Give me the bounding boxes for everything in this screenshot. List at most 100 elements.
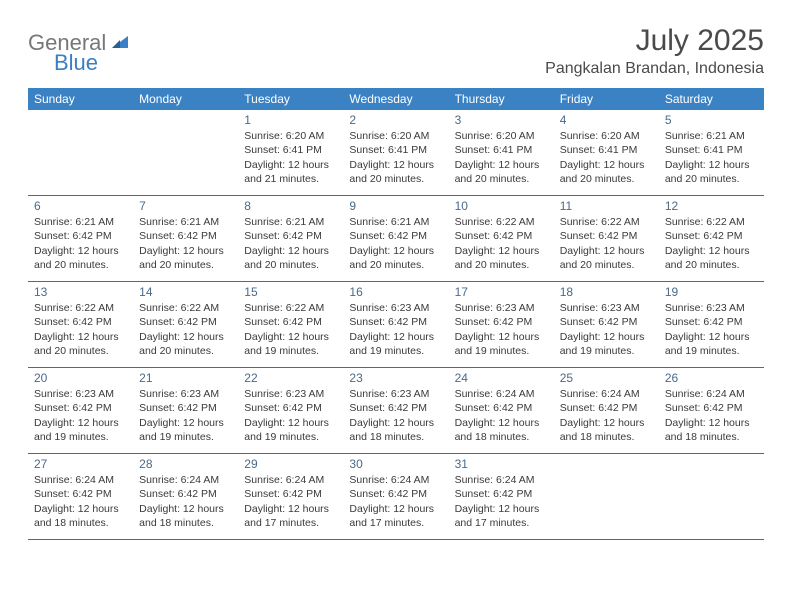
- daylight-text: Daylight: 12 hours and 18 minutes.: [139, 502, 232, 530]
- calendar-week: 1Sunrise: 6:20 AMSunset: 6:41 PMDaylight…: [28, 110, 764, 196]
- calendar-body: 1Sunrise: 6:20 AMSunset: 6:41 PMDaylight…: [28, 110, 764, 540]
- sunset-text: Sunset: 6:42 PM: [349, 315, 442, 329]
- daylight-text: Daylight: 12 hours and 21 minutes.: [244, 158, 337, 186]
- calendar-day-empty: [28, 110, 133, 196]
- sunset-text: Sunset: 6:42 PM: [244, 315, 337, 329]
- sunset-text: Sunset: 6:41 PM: [244, 143, 337, 157]
- sunset-text: Sunset: 6:42 PM: [349, 229, 442, 243]
- day-number: 27: [34, 456, 127, 472]
- month-title: July 2025: [545, 24, 764, 58]
- day-number: 7: [139, 198, 232, 214]
- sunrise-text: Sunrise: 6:20 AM: [244, 129, 337, 143]
- daylight-text: Daylight: 12 hours and 18 minutes.: [34, 502, 127, 530]
- sunset-text: Sunset: 6:42 PM: [560, 229, 653, 243]
- sunset-text: Sunset: 6:42 PM: [665, 229, 758, 243]
- daylight-text: Daylight: 12 hours and 20 minutes.: [349, 244, 442, 272]
- sunrise-text: Sunrise: 6:22 AM: [244, 301, 337, 315]
- calendar-day: 14Sunrise: 6:22 AMSunset: 6:42 PMDayligh…: [133, 282, 238, 368]
- day-number: 4: [560, 112, 653, 128]
- calendar-day: 30Sunrise: 6:24 AMSunset: 6:42 PMDayligh…: [343, 454, 448, 540]
- sunrise-text: Sunrise: 6:23 AM: [455, 301, 548, 315]
- calendar: Sunday Monday Tuesday Wednesday Thursday…: [28, 88, 764, 540]
- calendar-week: 27Sunrise: 6:24 AMSunset: 6:42 PMDayligh…: [28, 454, 764, 540]
- sunset-text: Sunset: 6:41 PM: [665, 143, 758, 157]
- sunrise-text: Sunrise: 6:20 AM: [560, 129, 653, 143]
- calendar-day: 20Sunrise: 6:23 AMSunset: 6:42 PMDayligh…: [28, 368, 133, 454]
- day-number: 18: [560, 284, 653, 300]
- day-number: 14: [139, 284, 232, 300]
- daylight-text: Daylight: 12 hours and 19 minutes.: [139, 416, 232, 444]
- calendar-day: 22Sunrise: 6:23 AMSunset: 6:42 PMDayligh…: [238, 368, 343, 454]
- daylight-text: Daylight: 12 hours and 19 minutes.: [34, 416, 127, 444]
- sunrise-text: Sunrise: 6:23 AM: [665, 301, 758, 315]
- sunrise-text: Sunrise: 6:20 AM: [455, 129, 548, 143]
- sunset-text: Sunset: 6:42 PM: [139, 315, 232, 329]
- sunset-text: Sunset: 6:41 PM: [455, 143, 548, 157]
- logo-sail-icon: [110, 30, 130, 56]
- sunset-text: Sunset: 6:42 PM: [139, 487, 232, 501]
- calendar-day: 12Sunrise: 6:22 AMSunset: 6:42 PMDayligh…: [659, 196, 764, 282]
- day-number: 16: [349, 284, 442, 300]
- header: General July 2025 Pangkalan Brandan, Ind…: [28, 24, 764, 78]
- sunset-text: Sunset: 6:42 PM: [244, 401, 337, 415]
- calendar-day-empty: [659, 454, 764, 540]
- calendar-day: 6Sunrise: 6:21 AMSunset: 6:42 PMDaylight…: [28, 196, 133, 282]
- calendar-day: 1Sunrise: 6:20 AMSunset: 6:41 PMDaylight…: [238, 110, 343, 196]
- sunrise-text: Sunrise: 6:23 AM: [244, 387, 337, 401]
- location: Pangkalan Brandan, Indonesia: [545, 60, 764, 78]
- sunrise-text: Sunrise: 6:24 AM: [34, 473, 127, 487]
- weekday-tuesday: Tuesday: [238, 88, 343, 110]
- day-number: 21: [139, 370, 232, 386]
- sunset-text: Sunset: 6:42 PM: [139, 401, 232, 415]
- sunrise-text: Sunrise: 6:21 AM: [244, 215, 337, 229]
- daylight-text: Daylight: 12 hours and 20 minutes.: [244, 244, 337, 272]
- day-number: 6: [34, 198, 127, 214]
- calendar-day: 13Sunrise: 6:22 AMSunset: 6:42 PMDayligh…: [28, 282, 133, 368]
- day-number: 23: [349, 370, 442, 386]
- day-number: 20: [34, 370, 127, 386]
- calendar-day: 4Sunrise: 6:20 AMSunset: 6:41 PMDaylight…: [554, 110, 659, 196]
- sunrise-text: Sunrise: 6:21 AM: [139, 215, 232, 229]
- day-number: 10: [455, 198, 548, 214]
- daylight-text: Daylight: 12 hours and 19 minutes.: [560, 330, 653, 358]
- sunset-text: Sunset: 6:42 PM: [34, 315, 127, 329]
- calendar-day: 7Sunrise: 6:21 AMSunset: 6:42 PMDaylight…: [133, 196, 238, 282]
- sunset-text: Sunset: 6:42 PM: [665, 315, 758, 329]
- day-number: 12: [665, 198, 758, 214]
- calendar-day: 29Sunrise: 6:24 AMSunset: 6:42 PMDayligh…: [238, 454, 343, 540]
- sunset-text: Sunset: 6:42 PM: [560, 401, 653, 415]
- daylight-text: Daylight: 12 hours and 20 minutes.: [34, 244, 127, 272]
- sunrise-text: Sunrise: 6:21 AM: [665, 129, 758, 143]
- calendar-day: 24Sunrise: 6:24 AMSunset: 6:42 PMDayligh…: [449, 368, 554, 454]
- calendar-day: 28Sunrise: 6:24 AMSunset: 6:42 PMDayligh…: [133, 454, 238, 540]
- day-number: 31: [455, 456, 548, 472]
- day-number: 29: [244, 456, 337, 472]
- daylight-text: Daylight: 12 hours and 20 minutes.: [665, 158, 758, 186]
- daylight-text: Daylight: 12 hours and 20 minutes.: [560, 244, 653, 272]
- day-number: 19: [665, 284, 758, 300]
- daylight-text: Daylight: 12 hours and 20 minutes.: [139, 244, 232, 272]
- weekday-monday: Monday: [133, 88, 238, 110]
- daylight-text: Daylight: 12 hours and 20 minutes.: [455, 158, 548, 186]
- sunrise-text: Sunrise: 6:22 AM: [139, 301, 232, 315]
- day-number: 1: [244, 112, 337, 128]
- daylight-text: Daylight: 12 hours and 17 minutes.: [455, 502, 548, 530]
- calendar-day: 16Sunrise: 6:23 AMSunset: 6:42 PMDayligh…: [343, 282, 448, 368]
- day-number: 17: [455, 284, 548, 300]
- calendar-day: 3Sunrise: 6:20 AMSunset: 6:41 PMDaylight…: [449, 110, 554, 196]
- day-number: 5: [665, 112, 758, 128]
- daylight-text: Daylight: 12 hours and 19 minutes.: [244, 416, 337, 444]
- calendar-week: 20Sunrise: 6:23 AMSunset: 6:42 PMDayligh…: [28, 368, 764, 454]
- sunrise-text: Sunrise: 6:22 AM: [560, 215, 653, 229]
- weekday-thursday: Thursday: [449, 88, 554, 110]
- day-number: 11: [560, 198, 653, 214]
- daylight-text: Daylight: 12 hours and 19 minutes.: [665, 330, 758, 358]
- calendar-day: 2Sunrise: 6:20 AMSunset: 6:41 PMDaylight…: [343, 110, 448, 196]
- sunset-text: Sunset: 6:42 PM: [560, 315, 653, 329]
- sunset-text: Sunset: 6:42 PM: [244, 229, 337, 243]
- weekday-sunday: Sunday: [28, 88, 133, 110]
- sunrise-text: Sunrise: 6:24 AM: [244, 473, 337, 487]
- daylight-text: Daylight: 12 hours and 20 minutes.: [665, 244, 758, 272]
- sunrise-text: Sunrise: 6:22 AM: [665, 215, 758, 229]
- calendar-day: 25Sunrise: 6:24 AMSunset: 6:42 PMDayligh…: [554, 368, 659, 454]
